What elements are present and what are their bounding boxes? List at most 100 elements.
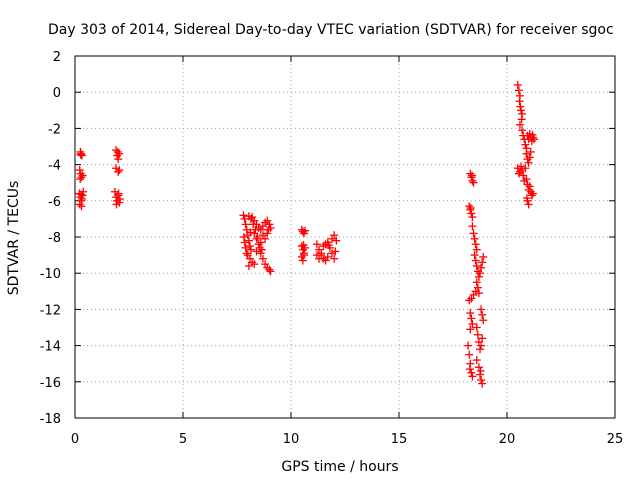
data-point <box>472 356 481 365</box>
y-tick-label: -6 <box>48 195 61 210</box>
data-point <box>241 243 250 252</box>
data-point <box>263 229 272 238</box>
data-point <box>76 150 85 159</box>
y-tick-label: -14 <box>40 340 61 355</box>
data-point <box>465 296 474 305</box>
y-tick-label: -10 <box>40 267 61 282</box>
data-point <box>470 234 479 243</box>
data-point <box>521 164 530 173</box>
data-point <box>115 149 124 158</box>
x-tick-label: 15 <box>391 432 408 447</box>
data-point <box>477 263 486 272</box>
x-tick-label: 5 <box>179 432 187 447</box>
data-point <box>257 245 266 254</box>
data-point <box>517 106 526 115</box>
data-point <box>251 225 260 234</box>
data-point <box>246 228 255 237</box>
data-point <box>266 267 275 276</box>
data-point <box>75 166 84 175</box>
data-point <box>515 120 524 129</box>
data-point <box>298 256 307 265</box>
data-point <box>299 241 308 250</box>
data-point <box>515 97 524 106</box>
data-point <box>77 190 86 199</box>
data-point <box>466 325 475 334</box>
data-point <box>328 234 337 243</box>
data-point <box>472 245 481 254</box>
data-point <box>261 234 270 243</box>
data-point <box>527 191 536 200</box>
data-point <box>77 194 86 203</box>
data-point <box>524 158 533 167</box>
data-point <box>479 252 488 261</box>
data-point <box>467 368 476 377</box>
y-tick-label: -16 <box>40 376 61 391</box>
data-point <box>469 229 478 238</box>
data-point <box>241 220 250 229</box>
data-point <box>465 365 474 374</box>
data-point <box>521 140 530 149</box>
x-axis-label: GPS time / hours <box>281 459 398 475</box>
data-point <box>315 254 324 263</box>
data-point <box>112 200 121 209</box>
data-point <box>530 135 538 144</box>
y-axis-label: SDTVAR / TECUs <box>6 181 22 296</box>
data-point <box>244 261 253 270</box>
data-point <box>265 265 274 274</box>
data-point <box>524 200 533 209</box>
data-point <box>323 252 332 261</box>
y-tick-label: -8 <box>48 231 61 246</box>
data-point <box>256 238 265 247</box>
y-tick-label: -4 <box>48 159 61 174</box>
data-point <box>265 220 274 229</box>
data-point <box>466 204 475 213</box>
data-point <box>244 212 253 221</box>
y-tick-label: 2 <box>53 50 61 65</box>
data-point <box>464 341 473 350</box>
data-point <box>114 189 123 198</box>
data-point <box>75 200 84 209</box>
data-point <box>469 178 478 187</box>
data-point <box>249 220 258 229</box>
data-point <box>330 254 339 263</box>
data-point <box>470 251 479 260</box>
data-point <box>476 345 484 354</box>
data-point <box>299 251 308 260</box>
data-point <box>471 256 480 265</box>
data-point <box>472 323 481 332</box>
data-point <box>476 269 484 278</box>
data-point <box>250 260 259 269</box>
data-point <box>468 171 477 180</box>
data-point <box>467 314 476 323</box>
x-tick-label: 25 <box>607 432 624 447</box>
data-point <box>77 151 86 160</box>
data-point <box>474 363 483 372</box>
data-point <box>240 238 249 247</box>
data-point <box>301 226 310 235</box>
data-point <box>239 211 248 220</box>
data-point <box>466 309 475 318</box>
data-point <box>465 202 474 211</box>
data-point <box>525 153 534 162</box>
data-point <box>528 189 537 198</box>
data-point <box>468 222 477 231</box>
x-tick-label: 20 <box>499 432 516 447</box>
data-point <box>473 330 482 339</box>
x-tick-label: 0 <box>71 432 79 447</box>
grid <box>75 56 615 418</box>
y-tick-label: -12 <box>40 303 61 318</box>
data-point <box>253 233 262 241</box>
data-point <box>478 310 487 319</box>
data-point <box>252 234 261 243</box>
data-point <box>244 236 253 245</box>
data-point <box>465 350 474 359</box>
data-point <box>471 240 480 249</box>
data-point <box>468 372 477 381</box>
data-point <box>479 316 488 325</box>
data-point <box>76 175 85 184</box>
data-point <box>468 319 477 328</box>
data-point <box>474 272 483 281</box>
data-points <box>75 80 538 388</box>
data-point <box>522 194 531 203</box>
